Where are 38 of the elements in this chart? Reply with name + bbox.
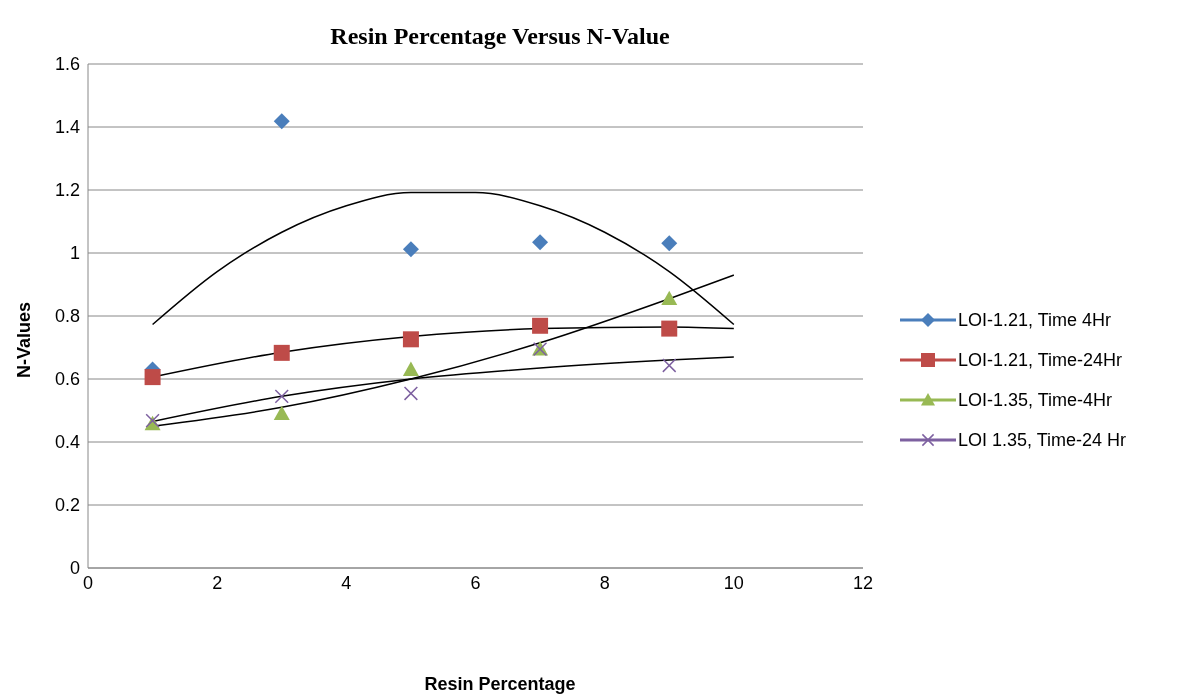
point	[402, 331, 419, 348]
point	[273, 405, 290, 421]
x-tick-label: 12	[852, 572, 874, 593]
point	[661, 320, 678, 337]
x-tick-label: 4	[341, 572, 352, 593]
point	[273, 344, 290, 361]
legend-label: LOI-1.35, Time-4Hr	[958, 389, 1113, 411]
point	[274, 389, 289, 404]
y-tick-label: 0.4	[54, 432, 80, 453]
y-tick-label: 1	[69, 243, 80, 264]
y-tick-label: 0.6	[54, 369, 80, 390]
legend-label: LOI 1.35, Time-24 Hr	[958, 429, 1127, 451]
point	[273, 113, 290, 130]
y-tick-label: 1.6	[54, 54, 80, 75]
x-axis-title: Resin Percentage	[424, 674, 576, 694]
x-tick-label: 6	[470, 572, 481, 593]
y-tick-label: 0	[69, 558, 80, 579]
point	[661, 235, 678, 252]
point	[402, 241, 419, 258]
legend-label: LOI-1.21, Time-24Hr	[958, 349, 1123, 371]
point	[532, 234, 549, 251]
legend-label: LOI-1.21, Time 4Hr	[958, 309, 1112, 331]
y-tick-label: 0.8	[54, 306, 80, 327]
point	[532, 317, 549, 334]
y-tick-label: 1.2	[54, 180, 80, 201]
x-tick-label: 2	[212, 572, 223, 593]
y-tick-label: 0.2	[54, 495, 80, 516]
point	[661, 290, 678, 306]
point	[403, 386, 419, 401]
y-tick-label: 1.4	[54, 117, 80, 138]
point	[662, 358, 677, 373]
point	[144, 369, 161, 386]
point	[402, 361, 419, 376]
x-tick-label: 10	[723, 572, 744, 593]
y-axis-title: N-Values	[14, 301, 34, 379]
x-tick-label: 0	[82, 572, 94, 593]
chart-title: Resin Percentage Versus N-Value	[330, 23, 670, 49]
x-tick-label: 8	[599, 572, 610, 593]
